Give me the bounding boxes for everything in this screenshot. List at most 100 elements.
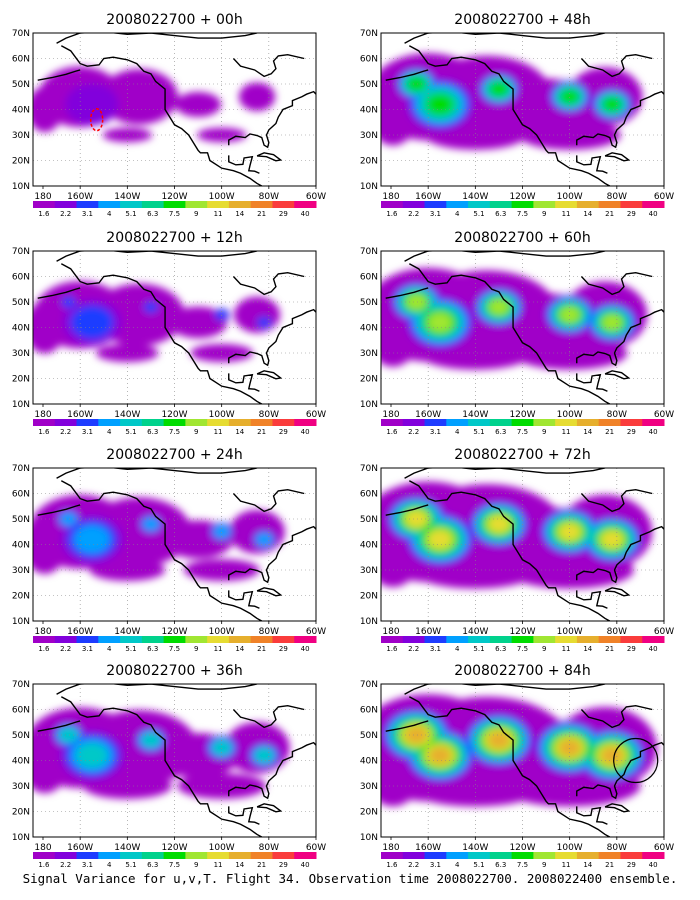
colorbar-label: 21 [257, 210, 266, 218]
panel-title: 2008022700 + 00h [106, 12, 242, 28]
x-tick-label: 100W [557, 627, 583, 637]
colorbar-swatch [381, 419, 404, 426]
colorbar: 1.6 2.2 3.1 4 5.1 6.3 7.5 9 11 14 21 29 40 [33, 419, 317, 436]
colorbar-swatch [98, 201, 121, 208]
colorbar-label: 4 [107, 861, 112, 869]
colorbar-swatch [141, 201, 165, 208]
x-tick-label: 80W [259, 410, 279, 420]
y-tick-label: 20N [12, 592, 30, 602]
colorbar-label: 9 [542, 210, 546, 218]
colorbar-label: 11 [562, 210, 571, 218]
colorbar-label: 21 [257, 645, 266, 653]
colorbar-label: 3.1 [430, 210, 441, 218]
variance-contour [96, 343, 159, 363]
colorbar-swatch [489, 852, 513, 859]
colorbar-swatch [207, 419, 230, 426]
y-tick-label: 30N [12, 349, 30, 359]
colorbar-swatch [250, 201, 273, 208]
colorbar-swatch [98, 636, 121, 643]
colorbar-label: 7.5 [169, 645, 180, 653]
colorbar-swatch [54, 419, 78, 426]
colorbar-label: 9 [194, 861, 198, 869]
colorbar-label: 6.3 [495, 210, 506, 218]
variance-contour [238, 82, 276, 112]
y-tick-label: 60N [360, 273, 378, 283]
variance-contour [102, 127, 153, 143]
colorbar-label: 14 [583, 861, 592, 869]
x-tick-label: 60W [306, 410, 326, 420]
colorbar-label: 1.6 [38, 645, 50, 653]
colorbar-swatch [120, 201, 143, 208]
grid [381, 468, 664, 621]
y-tick-label: 30N [360, 131, 378, 141]
y-tick-label: 30N [360, 782, 378, 792]
colorbar: 1.6 2.2 3.1 4 5.1 6.3 7.5 9 11 14 21 29 40 [33, 201, 317, 218]
colorbar: 1.6 2.2 3.1 4 5.1 6.3 7.5 9 11 14 21 29 40 [381, 419, 665, 436]
x-tick-label: 60W [654, 627, 674, 637]
colorbar-label: 21 [605, 861, 614, 869]
colorbar-label: 5.1 [473, 428, 484, 436]
y-tick-label: 50N [360, 80, 378, 90]
colorbar-label: 4 [107, 210, 112, 218]
variance-contour [406, 76, 426, 92]
colorbar-label: 3.1 [82, 645, 93, 653]
colorbar-label: 5.1 [473, 210, 484, 218]
colorbar-label: 21 [605, 428, 614, 436]
colorbar-swatch [228, 852, 252, 859]
colorbar-swatch [294, 636, 317, 643]
colorbar-swatch [120, 419, 143, 426]
coastlines [385, 684, 664, 837]
colorbar-label: 9 [542, 861, 546, 869]
colorbar-label: 29 [627, 428, 636, 436]
x-tick-label: 160W [415, 410, 441, 420]
y-tick-label: 50N [360, 515, 378, 525]
variance-contour [59, 512, 77, 526]
x-tick-label: 160W [415, 192, 441, 202]
colorbar-swatch [98, 419, 121, 426]
y-tick-label: 10N [12, 617, 30, 627]
x-tick-label: 100W [557, 192, 583, 202]
colorbar-swatch [511, 852, 534, 859]
colorbar-swatch [598, 852, 621, 859]
variance-field [381, 267, 648, 370]
colorbar-swatch [489, 636, 513, 643]
colorbar-label: 5.1 [473, 861, 484, 869]
variance-contour [254, 747, 274, 763]
panel: 2008022700 + 84h 10N 20N 30N 40N 50N 60N 70N 180… [360, 663, 674, 869]
grid [33, 33, 316, 186]
colorbar-swatch [402, 636, 426, 643]
colorbar-swatch [163, 201, 186, 208]
colorbar-swatch [33, 201, 56, 208]
colorbar-swatch [228, 419, 252, 426]
variance-contour [174, 91, 222, 117]
colorbar-swatch [576, 852, 600, 859]
colorbar-label: 40 [301, 428, 310, 436]
colorbar-label: 4 [455, 861, 460, 869]
variance-contour [558, 739, 581, 757]
colorbar-label: 3.1 [430, 645, 441, 653]
colorbar-swatch [555, 201, 578, 208]
colorbar-swatch [250, 852, 273, 859]
x-tick-label: 80W [259, 627, 279, 637]
y-tick-label: 70N [12, 680, 30, 690]
colorbar-label: 7.5 [169, 210, 180, 218]
colorbar-label: 7.5 [169, 861, 180, 869]
variance-contour [559, 523, 581, 540]
colorbar-label: 1.6 [386, 210, 398, 218]
colorbar-label: 2.2 [408, 428, 419, 436]
colorbar-swatch [598, 636, 621, 643]
grid [381, 251, 664, 404]
variance-contour [142, 517, 160, 531]
panel: 2008022700 + 24h 10N 20N 30N 40N 50N 60N 70N 180… [12, 447, 326, 653]
colorbar-swatch [185, 201, 208, 208]
variance-contour [488, 515, 510, 533]
variance-field [381, 694, 657, 807]
colorbar-swatch [446, 852, 469, 859]
colorbar-label: 11 [214, 428, 223, 436]
variance-contour [429, 746, 451, 764]
x-tick-label: 120W [509, 410, 535, 420]
variance-contour [560, 89, 580, 105]
variance-contour [601, 746, 623, 764]
colorbar-label: 2.2 [408, 210, 419, 218]
